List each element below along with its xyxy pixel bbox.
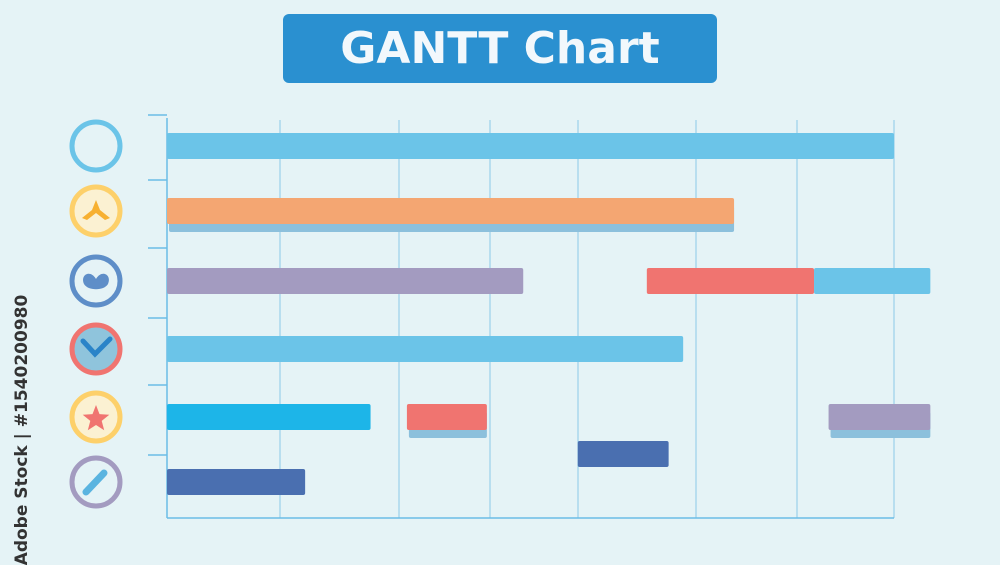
ring-icon (69, 119, 123, 173)
task-bar (167, 404, 371, 430)
task-bar (828, 404, 931, 430)
pencil-glyph (82, 469, 108, 496)
task-bar (167, 133, 894, 159)
task-bar (814, 268, 931, 294)
tri-arrow-glyph (82, 200, 110, 220)
task-bar (167, 198, 735, 224)
task-bar (167, 336, 684, 362)
task-bar (646, 268, 815, 294)
watermark: Adobe Stock | #1540200980 (12, 294, 32, 565)
task-bar (406, 404, 487, 430)
heart-glyph (83, 273, 109, 290)
task-bar (167, 268, 524, 294)
task-bar (577, 441, 669, 467)
chart-title-box: GANTT Chart (283, 14, 717, 83)
check-glyph (80, 336, 113, 358)
star-glyph (82, 405, 110, 431)
task-bar (167, 469, 306, 495)
chart-title: GANTT Chart (340, 23, 660, 74)
check-icon (69, 322, 123, 376)
